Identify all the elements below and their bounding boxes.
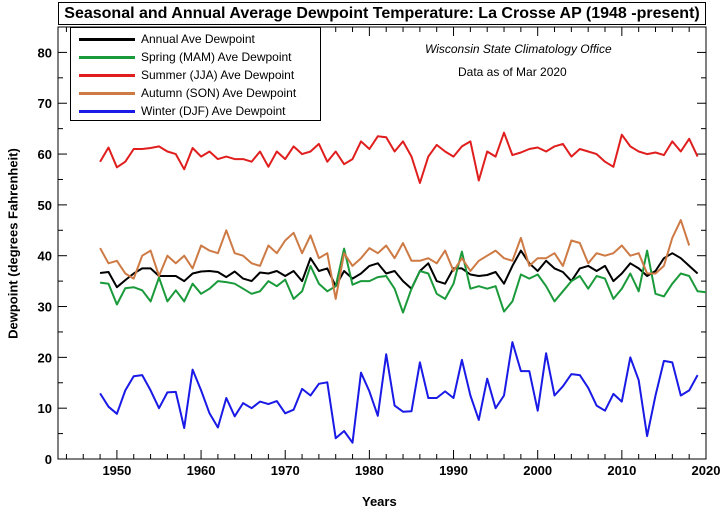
legend: Annual Ave Dewpoint Spring (MAM) Ave Dew… [70, 27, 321, 121]
legend-swatch-spring [79, 56, 135, 59]
x-tick-label: 2000 [523, 463, 552, 478]
series-line-spring [99, 247, 707, 314]
legend-swatch-autumn [79, 92, 135, 95]
series-line-autumn [99, 219, 691, 300]
legend-swatch-winter [79, 110, 135, 113]
x-tick-label: 1950 [102, 463, 131, 478]
legend-swatch-annual [79, 38, 135, 41]
series-line-annual [99, 249, 699, 290]
legend-swatch-summer [79, 74, 135, 77]
y-tick-label: 50 [38, 198, 52, 213]
y-tick-label: 0 [45, 452, 52, 467]
x-tick-label: 1960 [187, 463, 216, 478]
plot-frame [57, 26, 707, 460]
series-line-winter [99, 341, 699, 444]
chart-title: Seasonal and Annual Average Dewpoint Tem… [58, 2, 706, 25]
legend-item-winter: Winter (DJF) Ave Dewpoint [79, 102, 319, 120]
y-tick-label: 70 [38, 96, 52, 111]
y-tick-label: 80 [38, 45, 52, 60]
x-tick-label: 2010 [607, 463, 636, 478]
legend-item-annual: Annual Ave Dewpoint [79, 30, 319, 48]
tick-labels: 1950 1960 1970 1980 1990 2000 2010 2020 0 10 20 30 4… [38, 45, 721, 478]
legend-label-summer: Summer (JJA) Ave Dewpoint [141, 68, 295, 82]
legend-label-winter: Winter (DJF) Ave Dewpoint [141, 104, 286, 118]
source-annotation: Wisconsin State Climatology Office [425, 42, 612, 56]
y-tick-label: 60 [38, 147, 52, 162]
date-annotation: Data as of Mar 2020 [458, 65, 567, 79]
series-line-summer [99, 131, 699, 184]
y-axis-title: Dewpoint (degrees Fahrenheit) [5, 148, 21, 339]
x-tick-label: 1970 [271, 463, 300, 478]
x-axis-title: Years [362, 494, 397, 509]
legend-label-autumn: Autumn (SON) Ave Dewpoint [141, 86, 297, 100]
legend-label-spring: Spring (MAM) Ave Dewpoint [141, 50, 292, 64]
x-tick-label: 2020 [692, 463, 721, 478]
x-tick-label: 1980 [355, 463, 384, 478]
y-tick-label: 10 [38, 401, 52, 416]
y-tick-label: 30 [38, 300, 52, 315]
legend-item-summer: Summer (JJA) Ave Dewpoint [79, 66, 319, 84]
series-group [99, 131, 707, 444]
y-tick-label: 20 [38, 350, 52, 365]
legend-item-spring: Spring (MAM) Ave Dewpoint [79, 48, 319, 66]
legend-item-autumn: Autumn (SON) Ave Dewpoint [79, 84, 319, 102]
y-tick-label: 40 [38, 249, 52, 264]
x-tick-label: 1990 [439, 463, 468, 478]
legend-label-annual: Annual Ave Dewpoint [141, 32, 255, 46]
